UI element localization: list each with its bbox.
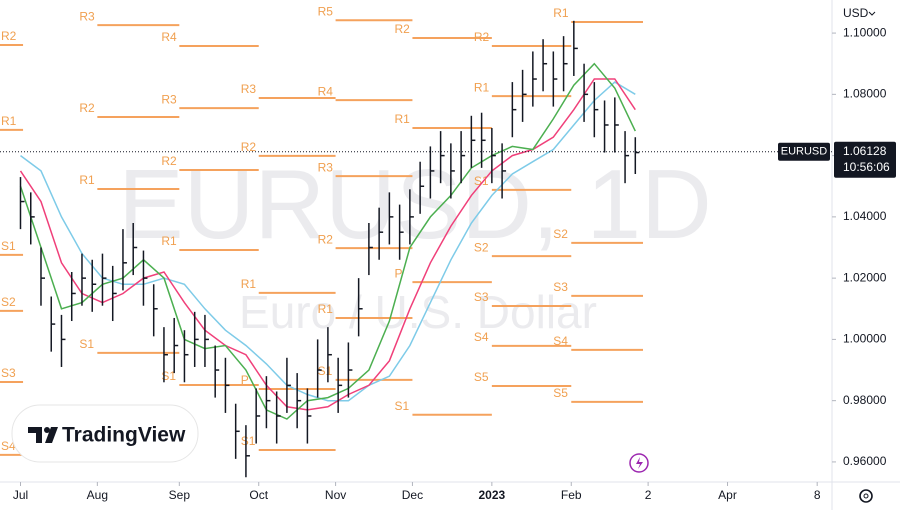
pivot-label: R1 xyxy=(553,6,569,20)
pivot-label: S2 xyxy=(1,295,16,309)
x-tick-label: Feb xyxy=(561,488,582,502)
pivot-label: R2 xyxy=(161,154,177,168)
gear-hub xyxy=(863,493,869,499)
logo-box: TradingView xyxy=(11,404,199,463)
x-tick-label: 8 xyxy=(814,488,821,502)
price-tag-label: 1.06128 xyxy=(843,144,887,158)
x-tick-label: Aug xyxy=(87,488,108,502)
y-tick-label: 1.02000 xyxy=(843,270,887,284)
pivot-label: R3 xyxy=(318,160,334,174)
pivot-label: R1 xyxy=(474,80,490,94)
pivot-label: R3 xyxy=(161,92,177,106)
x-tick-label: Apr xyxy=(718,488,737,502)
x-tick-label: Nov xyxy=(325,488,346,502)
pivot-label: R2 xyxy=(241,140,257,154)
pivot-label: S2 xyxy=(474,240,489,254)
y-tick-label: 0.98000 xyxy=(843,393,887,407)
x-tick-label: Sep xyxy=(169,488,191,502)
pivot-label: R1 xyxy=(1,114,17,128)
pivot-label: S1 xyxy=(241,434,256,448)
pivot-label: S1 xyxy=(1,239,16,253)
x-tick-label: 2 xyxy=(645,488,652,502)
x-tick-label: Oct xyxy=(249,488,268,502)
pivot-label: R1 xyxy=(318,302,334,316)
pivot-label: R3 xyxy=(79,9,95,23)
pivot-label: R5 xyxy=(318,4,334,18)
alert-bolt xyxy=(636,457,643,469)
pivot-label: S1 xyxy=(318,364,333,378)
pivot-label: R2 xyxy=(394,22,410,36)
currency[interactable]: USD xyxy=(843,6,869,20)
pivot-label: S1 xyxy=(79,337,94,351)
brand: TradingView xyxy=(62,424,186,447)
pivot-label: S3 xyxy=(474,290,489,304)
pivot-label: S5 xyxy=(553,386,568,400)
pivot-label: S1 xyxy=(394,399,409,413)
pivot-label: R2 xyxy=(474,30,490,44)
pivot-label: S1 xyxy=(161,369,176,383)
countdown: 10:56:06 xyxy=(843,160,890,174)
watermark-group: EURUSD, 1D Euro / U.S. Dollar xyxy=(118,149,712,338)
pivot-label: R2 xyxy=(79,101,95,115)
pivot-label: S4 xyxy=(1,439,16,453)
pivot-label: S3 xyxy=(553,280,568,294)
x-tick-label: 2023 xyxy=(479,488,506,502)
y-tick-label: 0.96000 xyxy=(843,454,887,468)
logo-icon xyxy=(28,427,58,443)
plot-area: R2 R1 S1 S2 S3 S4 R3 R2 R1 S1 R4 R3 R2 R1 S1 R3 R2 R1 P S1 R… xyxy=(0,4,643,478)
logo-dot xyxy=(44,427,50,433)
y-tick-label: 1.10000 xyxy=(843,25,887,39)
pivot-label: R1 xyxy=(241,277,257,291)
watermark-subtitle: Euro / U.S. Dollar xyxy=(239,286,597,338)
pivot-label: S4 xyxy=(553,334,568,348)
pivot-label: S1 xyxy=(474,174,489,188)
symbol-tag-label: EURUSD xyxy=(781,146,828,158)
pivot-label: S3 xyxy=(1,366,16,380)
y-tick-label: 1.08000 xyxy=(843,87,887,101)
pivot-label: R4 xyxy=(318,84,334,98)
pivot-label: P xyxy=(394,266,402,280)
logo-bg xyxy=(11,404,199,463)
x-tick-label: Dec xyxy=(402,488,423,502)
pivot-label: S5 xyxy=(474,370,489,384)
pivot-label: R2 xyxy=(318,232,334,246)
y-tick-label: 1.00000 xyxy=(843,332,887,346)
price-tag xyxy=(834,141,896,178)
settings[interactable] xyxy=(859,489,873,503)
pivot-label: R3 xyxy=(241,82,257,96)
pivot-label: R1 xyxy=(79,173,95,187)
y-tick-label: 1.04000 xyxy=(843,209,887,223)
symbol-tag xyxy=(778,142,830,161)
x-tick-label: Jul xyxy=(13,488,28,502)
currency-caret xyxy=(868,11,876,16)
gear xyxy=(859,489,873,503)
pivot-label: R1 xyxy=(394,112,410,126)
pivot-label: P xyxy=(241,373,249,387)
pivot-label: R1 xyxy=(161,234,177,248)
pivot-label: S2 xyxy=(553,227,568,241)
pivot-label: S4 xyxy=(474,330,489,344)
pivot-label: R4 xyxy=(161,30,177,44)
pivot-label: R2 xyxy=(1,29,17,43)
